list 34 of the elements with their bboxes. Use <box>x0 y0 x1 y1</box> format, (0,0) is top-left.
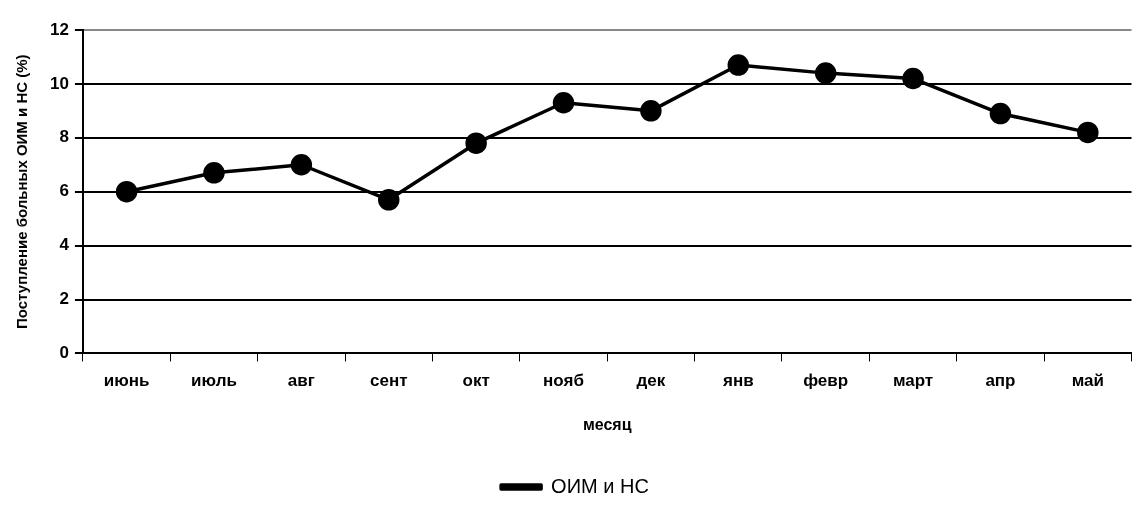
y-axis-title: Поступление больных ОИМ и НС (%) <box>13 54 31 329</box>
y-tick-label: 6 <box>59 181 69 201</box>
x-tick-label: март <box>892 371 934 391</box>
y-tick-label: 0 <box>59 343 69 363</box>
y-tick-label: 8 <box>59 127 69 147</box>
point <box>640 100 662 122</box>
x-tick-label: май <box>1071 371 1104 391</box>
x-tick-label: авг <box>287 371 315 391</box>
point <box>115 180 138 203</box>
x-tick-label: дек <box>636 371 666 391</box>
point <box>465 132 487 154</box>
x-tick-label: окт <box>462 371 490 391</box>
point <box>203 162 225 184</box>
x-tick-label: нояб <box>543 371 584 391</box>
x-tick-label: июль <box>191 371 237 391</box>
point <box>1077 121 1099 144</box>
point <box>814 62 837 84</box>
point <box>552 92 575 114</box>
x-tick-label: июнь <box>103 371 150 391</box>
y-tick-label: 10 <box>49 73 69 93</box>
legend-label: ОИМ и НС <box>551 474 649 497</box>
point <box>989 102 1012 125</box>
x-axis-title: месяц <box>582 415 632 433</box>
y-tick-label: 12 <box>49 19 69 39</box>
point <box>902 67 924 90</box>
y-tick-label: 2 <box>59 289 69 309</box>
point <box>378 189 400 211</box>
point <box>290 154 313 176</box>
x-tick-label: янв <box>721 371 754 391</box>
x-tick-label: сент <box>369 371 408 391</box>
point <box>727 54 750 76</box>
y-tick-label: 4 <box>59 235 70 255</box>
x-tick-label: февр <box>803 371 849 391</box>
x-tick-label: апр <box>985 371 1016 391</box>
